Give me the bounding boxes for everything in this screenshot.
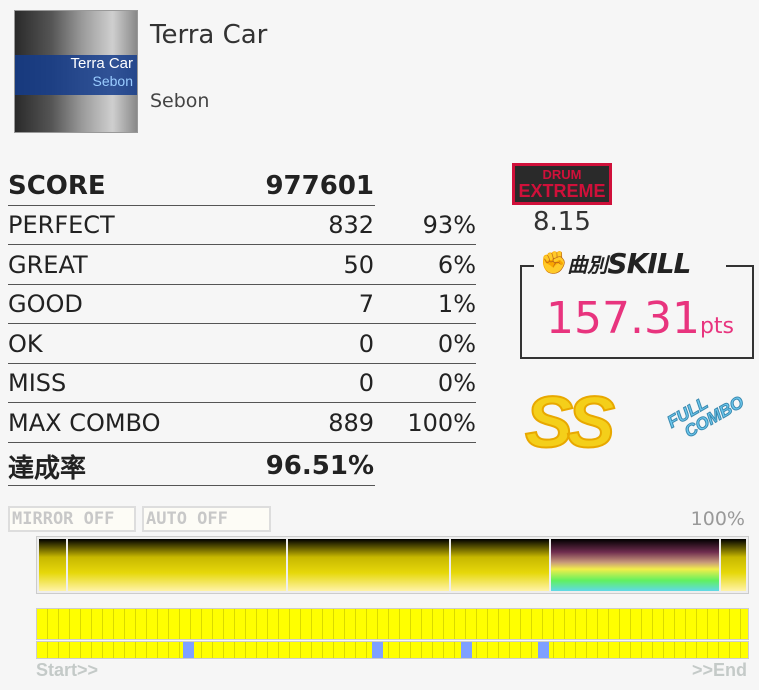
judgement-row: PERFECT 832 93% <box>8 206 476 245</box>
judgement-label: GOOD <box>8 290 83 318</box>
judgement-row: MISS 0 0% <box>8 364 476 403</box>
judgement-percent: 1% <box>437 290 476 318</box>
gauge-segment <box>451 539 549 591</box>
jacket-artist: Sebon <box>92 73 133 89</box>
miss-marker <box>372 642 383 658</box>
miss-marker <box>183 642 194 658</box>
skill-label-en: SKILL <box>607 247 691 280</box>
album-jacket: Terra Car Sebon <box>14 10 138 133</box>
skill-fist-icon: ✊ <box>540 251 568 276</box>
mirror-option: MIRROR OFF <box>8 506 136 532</box>
judgement-count: 889 <box>328 408 374 437</box>
skill-value: 157.31 <box>546 293 700 344</box>
judgement-label: PERFECT <box>8 211 115 239</box>
judgement-row: MAX COMBO 889 100% <box>8 404 476 443</box>
score-label: SCORE <box>8 171 106 201</box>
judgement-count: 7 <box>358 290 374 318</box>
judgement-label: OK <box>8 329 43 358</box>
judgement-percent: 100% <box>407 408 476 437</box>
judgement-percent: 6% <box>437 250 476 279</box>
timeline-start: Start>> <box>36 660 99 680</box>
skill-box: ✊ 曲別 SKILL 157.31pts <box>520 247 754 359</box>
difficulty-line1: DRUM <box>542 167 582 182</box>
judgement-label: MAX COMBO <box>8 408 161 437</box>
achievement-label: 達成率 <box>8 453 87 484</box>
judgement-percent: 0% <box>437 329 476 358</box>
skill-unit: pts <box>699 314 735 339</box>
timeline-upper <box>36 608 749 640</box>
gauge-segment <box>68 539 286 591</box>
score-value: 977601 <box>265 171 374 201</box>
judgement-count: 0 <box>358 329 374 358</box>
timeline-lower <box>36 641 749 659</box>
judgement-row: GOOD 7 1% <box>8 285 476 324</box>
judgement-percent: 93% <box>422 211 476 239</box>
judgement-count: 50 <box>343 250 374 279</box>
full-combo-badge: FULL COMBO <box>664 378 748 445</box>
gauge-segment-rainbow <box>551 539 719 591</box>
song-artist: Sebon <box>150 90 210 112</box>
skill-label-jp: 曲別 <box>567 253 608 277</box>
gauge-segment <box>288 539 449 591</box>
achievement-row: 達成率 96.51% <box>8 447 375 486</box>
judgement-row: OK 0 0% <box>8 325 476 364</box>
score-row: SCORE 977601 <box>8 167 375 206</box>
judgement-label: GREAT <box>8 250 88 279</box>
song-title: Terra Car <box>150 20 268 50</box>
miss-marker <box>538 642 549 658</box>
rank-ss-icon: SS <box>524 382 616 464</box>
judgement-label: MISS <box>8 369 67 397</box>
gauge-segment <box>721 539 746 591</box>
gauge-segment <box>39 539 66 591</box>
difficulty-badge: DRUM EXTREME <box>512 163 612 205</box>
jacket-title: Terra Car <box>70 55 133 72</box>
judgement-count: 0 <box>358 369 374 397</box>
auto-option: AUTO OFF <box>142 506 271 532</box>
difficulty-line2: EXTREME <box>518 181 606 201</box>
timeline-end: >>End <box>691 660 747 680</box>
miss-marker <box>461 642 472 658</box>
judgement-count: 832 <box>328 211 374 239</box>
judgement-percent: 0% <box>437 369 476 397</box>
achievement-value: 96.51% <box>265 451 374 481</box>
difficulty-level: 8.15 <box>533 207 591 237</box>
judgement-row: GREAT 50 6% <box>8 246 476 285</box>
gauge-percent: 100% <box>690 508 745 530</box>
groove-gauge <box>36 536 749 594</box>
